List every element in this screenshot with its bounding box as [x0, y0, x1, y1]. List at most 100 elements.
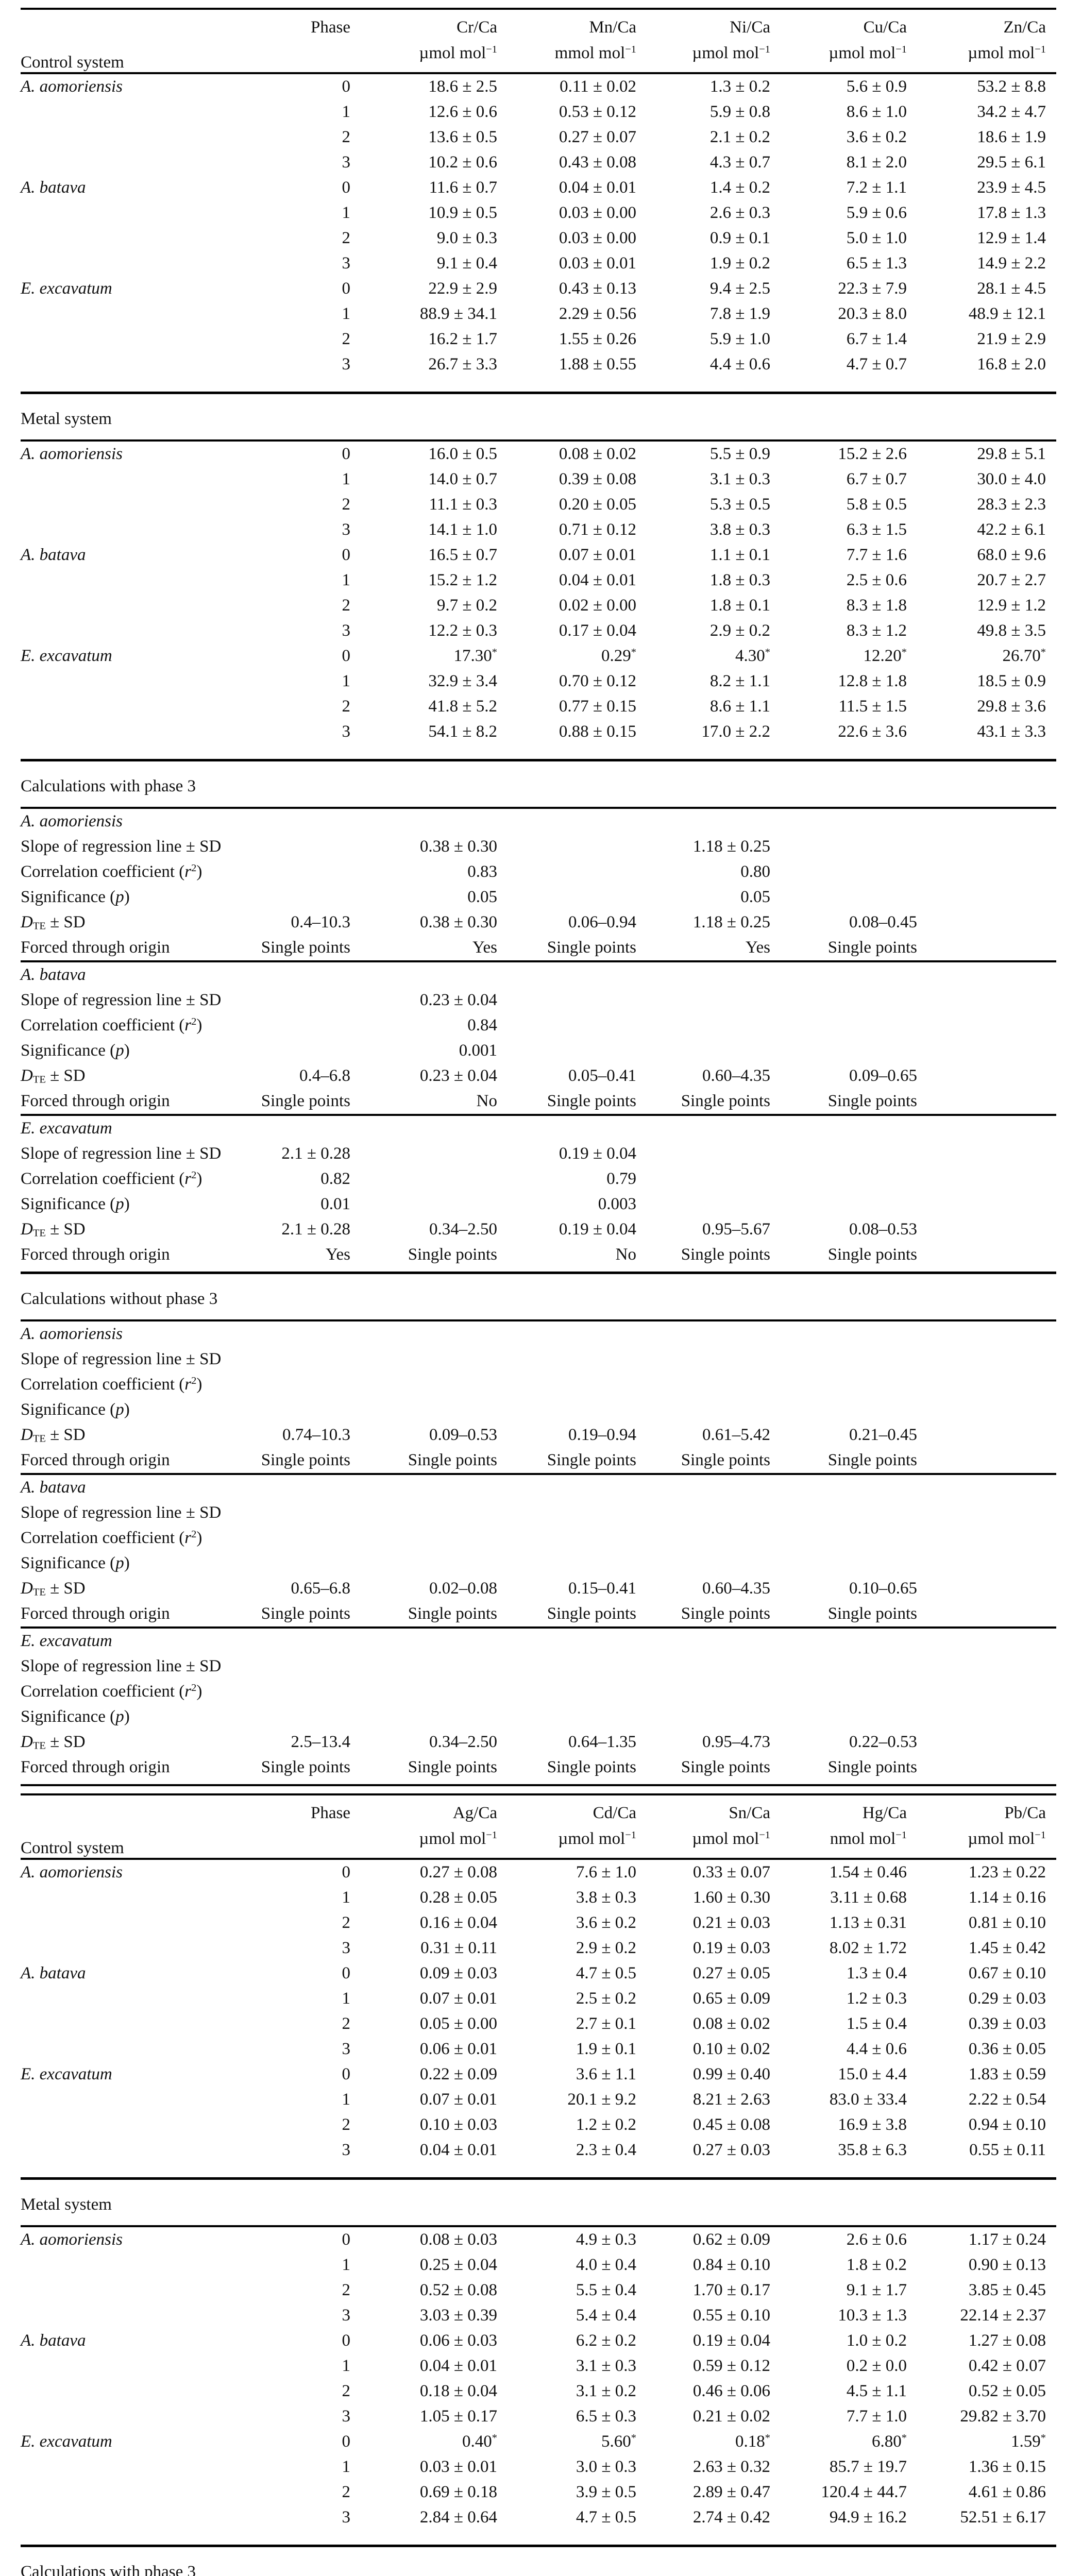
stat-value — [247, 1397, 371, 1422]
system-label: Control system — [21, 10, 247, 75]
phase-value: 3 — [342, 254, 351, 273]
measurement-value: 83.0 ± 33.4 — [829, 2090, 907, 2109]
phase-value: 2 — [342, 2483, 351, 2501]
stat-value: 0.003 — [598, 1195, 636, 1213]
column-unit: µmol mol−1 — [968, 1829, 1046, 1848]
measurement-value: 17.30* — [453, 646, 497, 665]
measurement-value: 1.23 ± 0.22 — [968, 1863, 1046, 1882]
stat-row: Slope of regression line ± SD 0.38 ± 0.30… — [21, 834, 1056, 859]
species-name: A. aomoriensis — [21, 77, 123, 96]
phase-value: 0 — [342, 2331, 351, 2350]
data-row: 1 14.0 ± 0.7 0.39 ± 0.08 3.1 ± 0.3 6.7 ± 0.7… — [21, 467, 1056, 492]
stat-value: Single points — [681, 1604, 770, 1623]
stat-value: Single points — [827, 938, 917, 957]
asterisk-marker: * — [631, 646, 636, 658]
measurement-value: 0.17 ± 0.04 — [559, 621, 636, 640]
column-name: Ag/Ca — [452, 1804, 497, 1822]
species-name: E. excavatum — [21, 279, 112, 298]
stat-label: Significance (p) — [21, 1041, 130, 1060]
stat-value — [657, 1372, 791, 1397]
measurement-value: 29.8 ± 3.6 — [977, 697, 1046, 716]
column-header: Ag/Ca µmol mol−1 — [371, 1795, 518, 1861]
calc-species-row: A. aomoriensis — [21, 1321, 1056, 1347]
measurement-value: 29.5 ± 6.1 — [977, 153, 1046, 172]
stat-value — [518, 1347, 657, 1372]
phase-value: 0 — [342, 1863, 351, 1882]
stat-value — [791, 1192, 927, 1217]
measurement-value: 5.5 ± 0.4 — [576, 2281, 636, 2299]
measurement-value: 18.6 ± 2.5 — [428, 77, 497, 96]
stat-value — [518, 1679, 657, 1704]
stat-value: 0.22–0.53 — [849, 1733, 917, 1751]
measurement-value: 2.22 ± 0.54 — [968, 2090, 1046, 2109]
measurement-value: 21.9 ± 2.9 — [977, 330, 1046, 348]
stat-row: DTE ± SD 2.5–13.4 0.34–2.50 0.64–1.35 0.95–4… — [21, 1730, 1056, 1755]
stat-value: 0.4–6.8 — [299, 1066, 350, 1085]
measurement-value: 0.08 ± 0.02 — [559, 445, 636, 463]
data-row: 3 26.7 ± 3.3 1.88 ± 0.55 4.4 ± 0.6 4.7 ± 0.7… — [21, 352, 1056, 377]
section-title-text: Calculations with phase 3 — [21, 2563, 196, 2576]
measurement-value: 0.69 ± 0.18 — [419, 2483, 497, 2501]
stat-value — [657, 1347, 791, 1372]
asterisk-marker: * — [631, 2432, 636, 2444]
measurement-value: 35.8 ± 6.3 — [838, 2141, 907, 2159]
data-row: 1 0.04 ± 0.01 3.1 ± 0.3 0.59 ± 0.12 0.2 ± 0.… — [21, 2353, 1056, 2379]
stat-row: Slope of regression line ± SD — [21, 1654, 1056, 1679]
stat-value — [791, 1013, 927, 1038]
species-name — [21, 1885, 247, 1910]
calc-species-row: A. batava — [21, 962, 1056, 988]
horizontal-rule — [21, 1626, 1056, 1629]
measurement-value: 8.21 ± 2.63 — [692, 2090, 770, 2109]
stat-label: Significance (p) — [21, 888, 130, 906]
measurement-value: 1.13 ± 0.31 — [829, 1913, 907, 1932]
data-row: 1 12.6 ± 0.6 0.53 ± 0.12 5.9 ± 0.8 8.6 ± 1.0… — [21, 99, 1056, 125]
phase-column-header: Phase — [311, 18, 350, 37]
measurement-value: 0.33 ± 0.07 — [692, 1863, 770, 1882]
measurement-value: 52.51 ± 6.17 — [960, 2508, 1046, 2527]
stat-value: 0.74–10.3 — [282, 1426, 350, 1444]
measurement-value: 0.11 ± 0.02 — [560, 77, 636, 96]
measurement-value: 3.1 ± 0.2 — [576, 2382, 636, 2400]
phase-value: 0 — [342, 647, 351, 665]
measurement-value: 85.7 ± 19.7 — [829, 2458, 907, 2476]
column-unit: µmol mol−1 — [968, 43, 1046, 62]
measurement-value: 7.6 ± 1.0 — [576, 1863, 636, 1882]
stat-value: 0.64–1.35 — [568, 1733, 636, 1751]
measurement-value: 18.5 ± 0.9 — [977, 672, 1046, 690]
measurement-value: 5.6 ± 0.9 — [846, 77, 907, 96]
stat-value — [657, 1013, 791, 1038]
measurement-value: 0.07 ± 0.01 — [419, 1989, 497, 2008]
species-name: E. excavatum — [21, 1119, 112, 1138]
stat-value — [371, 1500, 518, 1526]
column-name: Cd/Ca — [593, 1804, 636, 1822]
measurement-value: 0.40* — [462, 2432, 497, 2451]
measurement-value: 53.2 ± 8.8 — [977, 77, 1046, 96]
phase-value: 3 — [342, 2141, 351, 2159]
stat-value — [791, 1141, 927, 1166]
column-unit: µmol mol−1 — [829, 43, 907, 62]
stat-value: 0.05 — [467, 888, 497, 906]
stat-value: Single points — [681, 1092, 770, 1110]
species-name: A. batava — [21, 2331, 86, 2350]
calc-species-row: E. excavatum — [21, 1116, 1056, 1141]
stat-row: Significance (p) 0.001 — [21, 1038, 1056, 1063]
species-name — [21, 2037, 247, 2062]
data-row: 1 88.9 ± 34.1 2.29 ± 0.56 7.8 ± 1.9 20.3 ± 8… — [21, 301, 1056, 327]
measurement-value: 5.5 ± 0.9 — [709, 445, 770, 463]
species-name: A. batava — [21, 546, 86, 564]
measurement-value: 4.5 ± 1.1 — [846, 2382, 907, 2400]
data-row: 1 0.25 ± 0.04 4.0 ± 0.4 0.84 ± 0.10 1.8 ± 0.… — [21, 2252, 1056, 2278]
measurement-value: 17.8 ± 1.3 — [977, 204, 1046, 222]
stat-value — [371, 1704, 518, 1730]
measurement-value: 15.2 ± 1.2 — [428, 571, 497, 589]
measurement-value: 0.19 ± 0.03 — [692, 1939, 770, 1957]
measurement-value: 6.80* — [872, 2432, 907, 2451]
stat-row: Correlation coefficient (r2) 0.83 0.80 — [21, 859, 1056, 885]
stat-value — [518, 1372, 657, 1397]
species-name — [21, 301, 247, 327]
measurement-value: 9.1 ± 0.4 — [436, 254, 497, 273]
horizontal-rule — [21, 1858, 1056, 1860]
measurement-value: 0.03 ± 0.01 — [559, 254, 636, 273]
section-title-text: Calculations with phase 3 — [21, 777, 196, 795]
